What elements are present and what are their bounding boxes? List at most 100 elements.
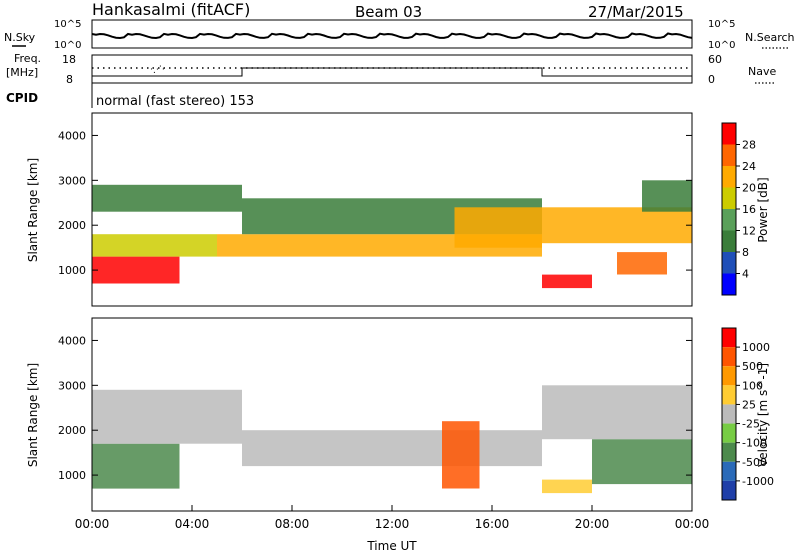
data-band [92,184,242,212]
frequency-scatter: ·⋰· [150,65,165,75]
data-band [642,180,692,212]
y-tick-label: 3000 [58,379,86,392]
data-band [542,479,592,494]
y-tick-label: 4000 [58,334,86,347]
station-title: Hankasalmi (fitACF) [92,0,250,19]
noise-sky-trace [91,32,693,40]
y-tick-label: 2000 [58,424,86,437]
x-tick-label: 00:00 [675,517,710,531]
y-tick-label: 2000 [58,219,86,232]
freq-label-line1: Freq. [14,52,41,65]
colorbar-swatch [722,423,736,443]
colorbar-swatch [722,347,736,367]
colorbar-swatch [722,209,736,231]
nave-label: Nave [748,65,776,78]
data-band [617,252,667,275]
beam-title: Beam 03 [355,3,422,21]
power-data-layer [92,180,692,289]
frequency-panel: ·⋰· Freq. [MHz] 18 8 60 0 Nave [6,52,776,86]
nave-tick-top: 60 [708,53,722,66]
colorbar-tick-label: -1000 [742,475,774,488]
date-title: 27/Mar/2015 [588,3,684,21]
colorbar-swatch [722,273,736,295]
noise-right-label: N.Search [745,31,795,44]
colorbar-tick-label: 24 [742,160,756,173]
colorbar-tick-label: 8 [742,246,749,259]
colorbar-swatch [722,461,736,481]
power-colorbar: 4 8 12 16 20 24 28 [721,122,756,296]
data-band [542,385,692,440]
data-band [454,207,542,248]
x-tick-label: 12:00 [375,517,410,531]
colorbar-swatch [722,144,736,166]
data-band [242,430,542,467]
noise-left-label: N.Sky [4,31,36,44]
noise-left-tick-top: 10^5 [54,19,81,30]
power-panel: 1000 2000 3000 4000 Slant Range [km] 4 8 12 16… [26,112,770,307]
velocity-colorbar: 1000 500 100 25 -25 -100 -500 -1000 [721,327,774,501]
frequency-panel-frame [91,54,693,84]
noise-panel: N.Sky 10^5 10^0 10^5 10^0 N.Search [4,19,795,51]
freq-tick-top: 18 [62,53,76,66]
noise-right-tick-bottom: 10^0 [708,40,735,51]
freq-label-line2: [MHz] [6,66,38,79]
colorbar-tick-label: 20 [742,182,756,195]
colorbar-swatch [722,123,736,145]
colorbar-swatch [722,230,736,252]
colorbar-tick-label: 25 [742,398,756,411]
colorbar-tick-label: 16 [742,203,756,216]
colorbar-tick-label: 12 [742,225,756,238]
colorbar-swatch [722,480,736,500]
colorbar-swatch [722,166,736,188]
x-tick-label: 00:00 [75,517,110,531]
x-tick-label: 16:00 [475,517,510,531]
velocity-data-layer [92,385,692,494]
colorbar-swatch [722,404,736,424]
data-band [592,439,692,485]
data-band [442,421,480,489]
power-y-axis: 1000 2000 3000 4000 [58,129,692,277]
colorbar-tick-label: -500 [742,456,767,469]
colorbar-swatch [722,366,736,386]
noise-left-tick-bottom: 10^0 [54,40,81,51]
velocity-ylabel: Slant Range [km] [26,363,40,467]
colorbar-swatch [722,385,736,405]
colorbar-swatch [722,328,736,348]
power-ylabel: Slant Range [km] [26,158,40,262]
frequency-trace [92,67,692,77]
power-colorbar-label: Power [dB] [756,177,770,242]
cpid-label: CPID [6,91,38,105]
colorbar-swatch [722,442,736,462]
colorbar-tick-label: 1000 [742,341,770,354]
colorbar-tick-label: 500 [742,360,763,373]
velocity-y-axis: 1000 2000 3000 4000 [58,334,692,482]
x-tick-label: 04:00 [175,517,210,531]
colorbar-swatch [722,187,736,209]
colorbar-tick-label: 100 [742,379,763,392]
velocity-x-axis: 00:00 04:00 08:00 12:00 16:00 20:00 00:00 [75,505,710,531]
data-band [542,274,592,289]
freq-tick-bottom: 8 [66,73,73,86]
y-tick-label: 1000 [58,469,86,482]
y-tick-label: 3000 [58,174,86,187]
nave-tick-bottom: 0 [708,73,715,86]
cpid-program: normal (fast stereo) 153 [96,94,254,109]
power-panel-frame [91,112,693,307]
y-tick-label: 1000 [58,264,86,277]
noise-right-tick-top: 10^5 [708,19,735,30]
colorbar-tick-label: -25 [742,418,760,431]
colorbar-tick-label: 4 [742,268,749,281]
data-band [92,256,180,284]
velocity-xlabel: Time UT [366,539,417,553]
colorbar-tick-label: 28 [742,139,756,152]
velocity-colorbar-label: Velocity [m s^-1] [756,363,770,467]
velocity-panel: 1000 2000 3000 4000 00:00 04:00 08:00 12:00 16:… [26,317,774,553]
data-band [92,234,217,257]
x-tick-label: 08:00 [275,517,310,531]
data-band [92,389,242,444]
colorbar-tick-label: -100 [742,437,767,450]
colorbar-swatch [722,252,736,274]
data-band [92,443,180,489]
data-band [542,207,692,244]
